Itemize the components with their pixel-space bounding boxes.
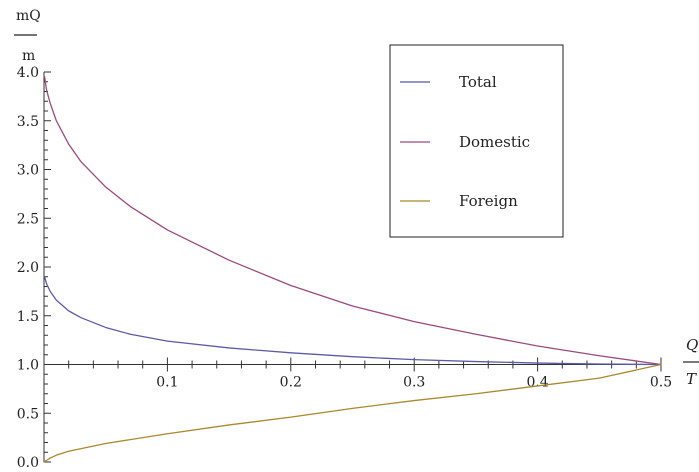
x-tick-label: 0.5: [650, 375, 672, 391]
series-line-total: [43, 276, 662, 366]
legend-label-total: Total: [459, 73, 497, 91]
series-lines: [43, 76, 662, 463]
y-tick-label: 2.5: [17, 211, 39, 227]
legend-box: [389, 44, 564, 238]
x-axis-title-denominator: T: [686, 370, 697, 388]
x-axis-title-numerator: Q: [686, 336, 698, 354]
y-tick-label: 4.0: [17, 65, 39, 81]
y-axis-title-numerator: mQ: [16, 8, 41, 24]
y-tick-label: 0.5: [17, 406, 39, 422]
legend-item-total: Total: [400, 73, 497, 91]
y-tick-label: 1.5: [17, 309, 39, 325]
x-tick-label: 0.3: [403, 375, 425, 391]
x-ticks: 0.1 0.2 0.3 0.4 0.5: [68, 357, 672, 391]
legend-item-domestic: Domestic: [400, 133, 530, 151]
series-line-domestic: [43, 76, 662, 366]
axes: [43, 72, 661, 462]
legend-label-domestic: Domestic: [459, 133, 530, 151]
y-tick-label: 3.5: [17, 114, 39, 130]
y-tick-label: 3.0: [17, 163, 39, 179]
x-tick-label: 0.2: [280, 375, 302, 391]
y-axis-title: mQ m: [14, 8, 41, 64]
y-ticks: 0.0 0.5 1.0 1.5 2.0 2.5 3.0 3.5 4.0: [17, 65, 51, 471]
legend: Total Domestic Foreign: [389, 44, 564, 238]
x-axis-title: Q T: [683, 336, 699, 388]
x-tick-label: 0.1: [156, 375, 178, 391]
y-tick-label: 2.0: [17, 260, 39, 276]
x-tick-label: 0.4: [526, 375, 548, 391]
y-axis-title-denominator: m: [22, 48, 35, 64]
series-line-foreign: [43, 363, 662, 463]
legend-label-foreign: Foreign: [459, 192, 518, 210]
y-tick-label: 0.0: [17, 455, 39, 471]
legend-item-foreign: Foreign: [400, 192, 518, 210]
y-tick-label: 1.0: [17, 358, 39, 374]
